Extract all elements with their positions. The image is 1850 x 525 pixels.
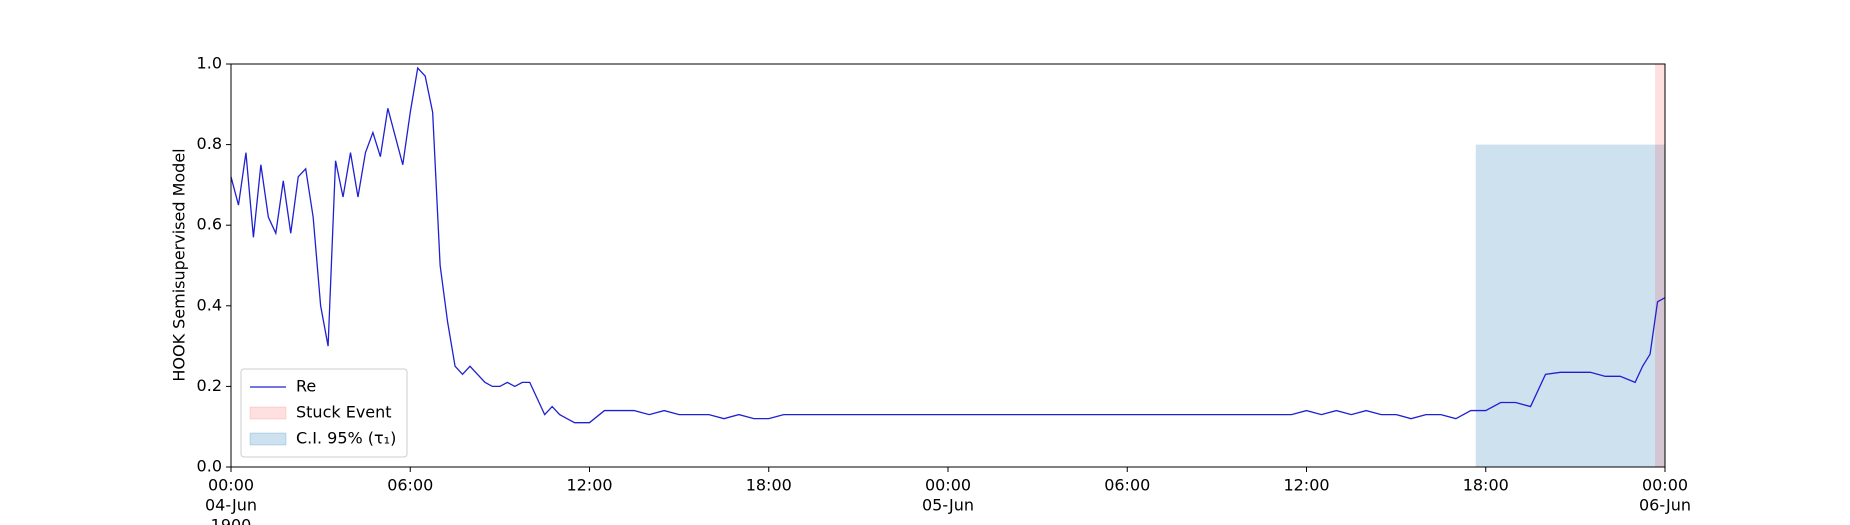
x-tick-label: 12:00 [566, 476, 612, 495]
x-tick-label: 18:00 [746, 476, 792, 495]
x-tick-label: 05-Jun [922, 496, 974, 515]
x-tick-label: 06:00 [1104, 476, 1150, 495]
y-tick-label: 0.2 [197, 376, 222, 395]
x-tick-label: 04-Jun [205, 496, 257, 515]
x-tick-label: 18:00 [1463, 476, 1509, 495]
line [230, 66, 1666, 424]
legend-label: C.I. 95% (τ₁) [296, 429, 396, 448]
legend-label: Re [296, 377, 316, 396]
legend-patch [249, 432, 287, 446]
x-tick-label: 06-Jun [1639, 496, 1691, 515]
x-tick-label: 00:00 [925, 476, 971, 495]
x-tick-label: 00:00 [208, 476, 254, 495]
legend-patch [249, 406, 287, 420]
x-tick-label: 00:00 [1642, 476, 1688, 495]
span [1475, 144, 1665, 467]
y-tick-label: 0.4 [197, 295, 222, 314]
legend-box [240, 368, 408, 458]
x-tick-label: 12:00 [1283, 476, 1329, 495]
y-tick-label: 0.0 [197, 457, 222, 476]
span [1655, 64, 1665, 467]
y-tick-label: 0.6 [197, 215, 222, 234]
plot-frame [230, 63, 1666, 468]
y-tick-label: 1.0 [197, 54, 222, 73]
legend-label: Stuck Event [296, 403, 392, 422]
x-tick-label: 1900 [211, 516, 252, 525]
y-axis-label: HOOK Semisupervised Model [170, 148, 189, 381]
y-tick-label: 0.8 [197, 134, 222, 153]
x-tick-label: 06:00 [387, 476, 433, 495]
